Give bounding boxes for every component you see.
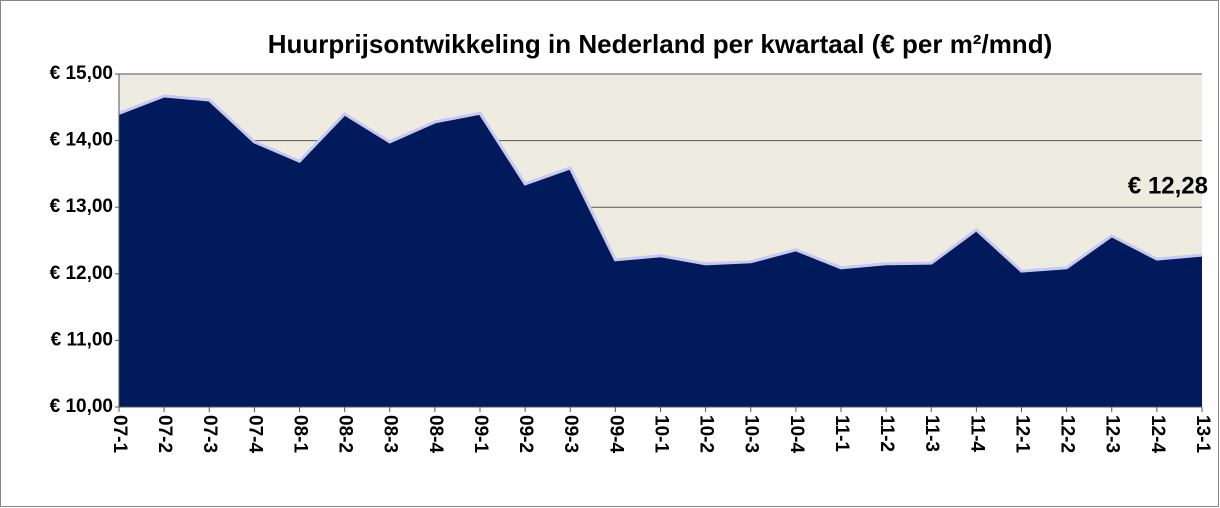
x-tick-label: 07-2 xyxy=(154,415,175,453)
y-tick-label: € 14,00 xyxy=(50,130,113,151)
x-tick-label: 08-3 xyxy=(380,415,401,453)
x-tick-label: 11-1 xyxy=(831,415,852,452)
x-tick-label: 08-2 xyxy=(335,415,356,453)
y-tick-label: € 15,00 xyxy=(50,63,113,84)
x-tick-label: 11-2 xyxy=(876,415,897,452)
x-tick-label: 12-2 xyxy=(1057,415,1078,453)
x-tick-label: 12-4 xyxy=(1147,415,1168,453)
x-tick-label: 13-1 xyxy=(1192,415,1213,453)
x-tick-label: 08-1 xyxy=(289,415,310,453)
x-tick-label: 07-3 xyxy=(199,415,220,453)
x-tick-label: 10-2 xyxy=(696,415,717,453)
area-outline xyxy=(118,94,1203,273)
x-tick-label: 08-4 xyxy=(425,415,446,453)
x-tick-label: 07-1 xyxy=(109,415,130,453)
x-tick-label: 11-4 xyxy=(966,415,987,452)
x-tick-label: 12-1 xyxy=(1011,415,1032,453)
y-tick-label: € 11,00 xyxy=(51,329,113,350)
x-tick-label: 09-3 xyxy=(560,415,581,453)
x-tick-label: 10-3 xyxy=(741,415,762,453)
x-tick-label: 09-4 xyxy=(605,415,626,453)
x-tick-label: 07-4 xyxy=(244,415,265,453)
x-tick-label: 09-2 xyxy=(515,415,536,453)
annotation: € 12,28 xyxy=(1128,172,1208,199)
x-tick-label: 10-4 xyxy=(786,415,807,453)
y-tick-label: € 13,00 xyxy=(50,196,113,217)
area xyxy=(119,95,1202,407)
chart-title: Huurprijsontwikkeling in Nederland per k… xyxy=(268,29,1052,59)
y-tick-label: € 10,00 xyxy=(50,396,113,417)
x-tick-label: 11-3 xyxy=(921,415,942,452)
x-tick-label: 09-1 xyxy=(470,415,491,453)
x-tick-label: 10-1 xyxy=(650,415,671,453)
y-tick-label: € 12,00 xyxy=(50,263,113,284)
x-tick-label: 12-3 xyxy=(1102,415,1123,453)
